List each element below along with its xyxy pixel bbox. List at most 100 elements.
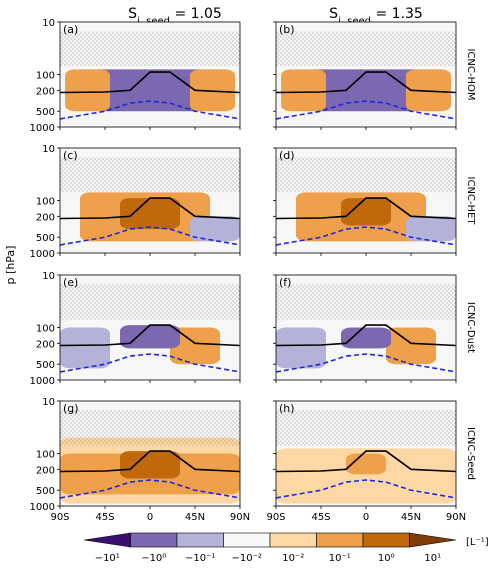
x-tick-label: 90S xyxy=(50,512,69,523)
y-tick-label: 200 xyxy=(36,339,55,350)
y-tick-label: 10 xyxy=(42,144,55,155)
y-tick-label: 1000 xyxy=(30,249,55,260)
colorbar-tick-label: 10¹ xyxy=(424,553,441,564)
column-title-right: Si, seed = 1.35 xyxy=(329,6,423,27)
significance-hatching xyxy=(60,284,240,320)
x-tick-label: 90N xyxy=(230,512,250,523)
panel-b: (b) ICNC-HOM xyxy=(273,21,476,130)
panel-c: (c) 10 100 200 500 1000 xyxy=(30,144,241,260)
y-tick-label: 500 xyxy=(36,107,55,118)
row-label: ICNC-Dust xyxy=(465,302,476,353)
panel-label: (a) xyxy=(63,23,78,36)
freezing-level-line xyxy=(276,100,456,120)
freezing-level-line xyxy=(60,226,240,246)
y-tick-label: 100 xyxy=(36,197,55,208)
significance-hatching xyxy=(276,31,456,67)
colorbar-unit-label: [L⁻¹] xyxy=(466,537,489,548)
row-label: ICNC-HOM xyxy=(465,48,476,100)
panel-label: (d) xyxy=(279,149,295,162)
panel-grid: (a)101002005001000(b)ICNC-HOM(c)10100200… xyxy=(30,18,476,523)
panel-e: (e) 10 100 200 500 1000 xyxy=(30,271,241,387)
significance-hatching xyxy=(60,157,240,193)
y-tick-label: 100 xyxy=(36,71,55,82)
colorbar-tick-label: −10⁻¹ xyxy=(185,553,215,564)
tropopause-line xyxy=(60,71,240,94)
freezing-level-line xyxy=(276,353,456,373)
x-tick-label: 0 xyxy=(363,512,369,523)
contour-region xyxy=(406,69,451,112)
significance-hatching xyxy=(276,284,456,320)
row-label: ICNC-Seed xyxy=(465,427,476,480)
y-tick-label: 500 xyxy=(36,486,55,497)
y-tick-label: 100 xyxy=(36,450,55,461)
freezing-level-line xyxy=(60,353,240,373)
colorbar-tick-label: −10⁰ xyxy=(141,553,166,564)
panel-label: (f) xyxy=(279,276,291,289)
tropopause-line xyxy=(60,450,240,473)
contour-region xyxy=(170,327,220,365)
colorbar-segment xyxy=(223,532,271,548)
row-label: ICNC-HET xyxy=(465,177,476,226)
panel-label: (c) xyxy=(63,149,78,162)
freezing-level-line xyxy=(60,100,240,120)
tropopause-line xyxy=(276,324,456,347)
x-tick-label: 90N xyxy=(446,512,466,523)
colorbar-tick-label: 10⁰ xyxy=(378,553,395,564)
panel-label: (h) xyxy=(279,402,295,415)
contour-region xyxy=(120,451,180,479)
contour-region xyxy=(120,198,180,230)
panel-label: (e) xyxy=(63,276,78,289)
y-tick-label: 100 xyxy=(36,324,55,335)
panel-a: (a) 10 100 200 500 1000 xyxy=(30,18,241,134)
y-tick-label: 10 xyxy=(42,397,55,408)
x-tick-label: 45S xyxy=(95,512,114,523)
x-tick-label: 45S xyxy=(311,512,330,523)
contour-region xyxy=(190,69,235,112)
colorbar-segment xyxy=(83,532,131,548)
y-tick-label: 1000 xyxy=(30,502,55,513)
y-tick-label: 10 xyxy=(42,271,55,282)
contour-region xyxy=(341,327,391,349)
y-tick-label: 1000 xyxy=(30,376,55,387)
colorbar-segment xyxy=(176,532,224,548)
colorbar-segment xyxy=(269,532,317,548)
freezing-level-line xyxy=(276,226,456,246)
y-axis-title: p [hPa] xyxy=(4,246,17,285)
significance-hatching xyxy=(60,410,240,446)
contour-region xyxy=(120,325,180,349)
colorbar-tick-label: −10⁻² xyxy=(232,553,262,564)
x-tick-label: 90S xyxy=(266,512,285,523)
panel-label: (g) xyxy=(63,402,79,415)
colorbar-tick-label: −10¹ xyxy=(95,553,120,564)
contour-region xyxy=(386,327,436,365)
significance-hatching xyxy=(276,410,456,446)
freezing-level-line xyxy=(60,479,240,499)
y-tick-label: 200 xyxy=(36,212,55,223)
y-tick-label: 500 xyxy=(36,233,55,244)
tropopause-line xyxy=(60,197,240,220)
tropopause-line xyxy=(276,197,456,220)
panel-d: (d) ICNC-HET xyxy=(273,147,476,256)
y-tick-label: 200 xyxy=(36,86,55,97)
colorbar-segment xyxy=(409,532,457,548)
colorbar-tick-label: 10⁻¹ xyxy=(329,553,351,564)
tropopause-line xyxy=(276,71,456,94)
significance-hatching xyxy=(276,157,456,193)
tropopause-line xyxy=(60,324,240,347)
x-tick-label: 45N xyxy=(401,512,421,523)
significance-hatching xyxy=(60,31,240,67)
column-title-left: Si, seed = 1.05 xyxy=(128,6,222,27)
y-tick-label: 200 xyxy=(36,465,55,476)
panel-f: (f) ICNC-Dust xyxy=(273,274,476,383)
panel-label: (b) xyxy=(279,23,295,36)
contour-region xyxy=(65,69,110,112)
tropopause-line xyxy=(276,450,456,473)
y-tick-label: 1000 xyxy=(30,123,55,134)
panel-h: (h) 90S 45S 0 45N 90N ICNC-Seed xyxy=(266,400,476,523)
y-tick-label: 10 xyxy=(42,18,55,29)
contour-region xyxy=(190,216,240,242)
contour-region xyxy=(281,69,326,112)
contour-region xyxy=(346,453,386,475)
